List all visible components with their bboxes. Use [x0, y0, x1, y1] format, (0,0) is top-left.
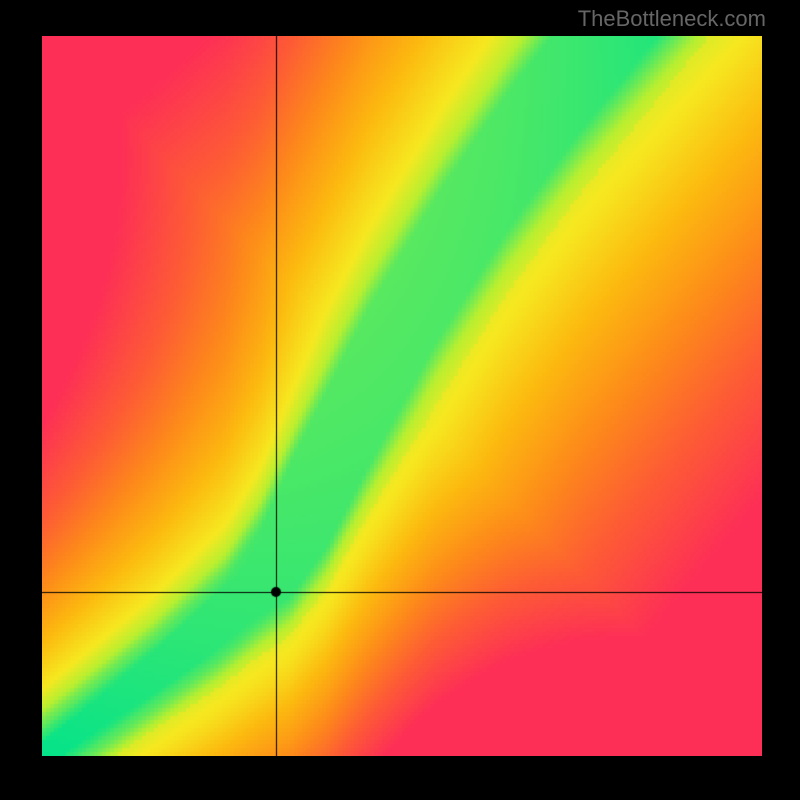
chart-container: TheBottleneck.com	[0, 0, 800, 800]
bottleneck-heatmap	[42, 36, 762, 756]
watermark-text: TheBottleneck.com	[578, 6, 766, 32]
